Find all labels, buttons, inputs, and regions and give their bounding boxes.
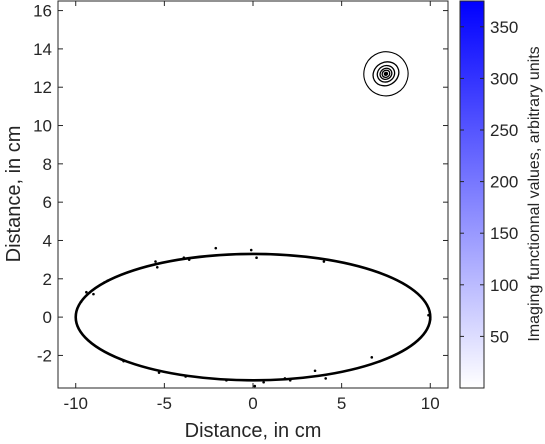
colorbar-tick-label: 250 <box>490 121 518 140</box>
boundary-point <box>253 384 257 388</box>
boundary-point <box>255 256 258 260</box>
colorbar-tick-label: 300 <box>490 69 518 88</box>
boundary-point <box>155 266 159 269</box>
boundary-point <box>283 377 287 380</box>
inclusion-center <box>383 71 389 76</box>
boundary-point <box>85 290 88 294</box>
boundary-point <box>288 379 292 382</box>
boundary-point <box>92 292 95 296</box>
plot-frame <box>57 0 449 389</box>
colorbar-tick-label: 100 <box>490 276 518 295</box>
boundary-point <box>182 256 186 260</box>
y-axis-ticks: -2 0 2 4 6 8 10 12 14 16 <box>33 2 448 365</box>
colorbar-tick-label: 350 <box>490 18 518 37</box>
inclusion-contours <box>363 51 409 97</box>
y-tick-label: 0 <box>43 308 52 327</box>
contour-line <box>372 61 400 87</box>
boundary-point <box>157 371 161 374</box>
boundary-point <box>370 356 374 359</box>
colorbar-label: Imaging functionnal values, arbitrary un… <box>526 46 543 341</box>
boundary-point <box>106 279 109 283</box>
boundary-point <box>324 377 327 380</box>
contour-line <box>376 64 396 83</box>
y-tick-label: 4 <box>43 231 52 250</box>
boundary-point <box>79 300 83 304</box>
x-tick-label: 0 <box>248 394 257 413</box>
y-tick-label: 2 <box>43 270 52 289</box>
boundary-point <box>427 313 430 317</box>
boundary-point <box>225 379 228 382</box>
y-tick-label: 10 <box>33 117 52 136</box>
boundary-point <box>249 248 253 252</box>
plot-area: -10 -5 0 5 10 -2 0 2 4 6 8 10 12 14 16 <box>33 0 449 413</box>
y-tick-label: -2 <box>37 346 52 365</box>
colorbar-tick-label: 200 <box>490 173 518 192</box>
colorbar-tick-label: 150 <box>490 224 518 243</box>
colorbar-ticks: 50 100 150 200 250 300 350 <box>460 18 518 346</box>
contour-line <box>381 69 391 79</box>
boundary-ellipse <box>74 252 432 382</box>
boundary-point <box>214 246 218 250</box>
x-tick-label: 10 <box>421 394 440 413</box>
x-axis-label: Distance, in cm <box>185 420 322 442</box>
x-tick-label: -5 <box>157 394 172 413</box>
colorbar: 50 100 150 200 250 300 350 Imaging functionnal… <box>459 0 543 389</box>
y-tick-label: 14 <box>33 40 52 59</box>
colorbar-gradient <box>459 0 485 389</box>
data-layer <box>74 51 432 388</box>
y-tick-label: 12 <box>33 78 52 97</box>
boundary-point <box>154 260 157 263</box>
y-axis-label: Distance, in cm <box>3 126 25 263</box>
contour-line <box>379 67 393 80</box>
y-tick-label: 6 <box>43 193 52 212</box>
x-tick-label: -10 <box>63 394 88 413</box>
contour-line <box>363 51 409 97</box>
boundary-point <box>428 317 432 321</box>
colorbar-tick-label: 50 <box>490 327 509 346</box>
boundary-point <box>313 369 317 373</box>
x-tick-label: 5 <box>337 394 346 413</box>
y-tick-label: 8 <box>43 155 52 174</box>
boundary-point <box>184 375 187 378</box>
y-tick-label: 16 <box>33 2 52 21</box>
boundary-point <box>187 258 191 261</box>
boundary-point <box>262 380 265 384</box>
boundary-point <box>102 281 106 284</box>
x-axis-ticks: -10 -5 0 5 10 <box>63 1 440 413</box>
boundary-point <box>322 260 326 263</box>
boundary-point <box>122 359 125 363</box>
